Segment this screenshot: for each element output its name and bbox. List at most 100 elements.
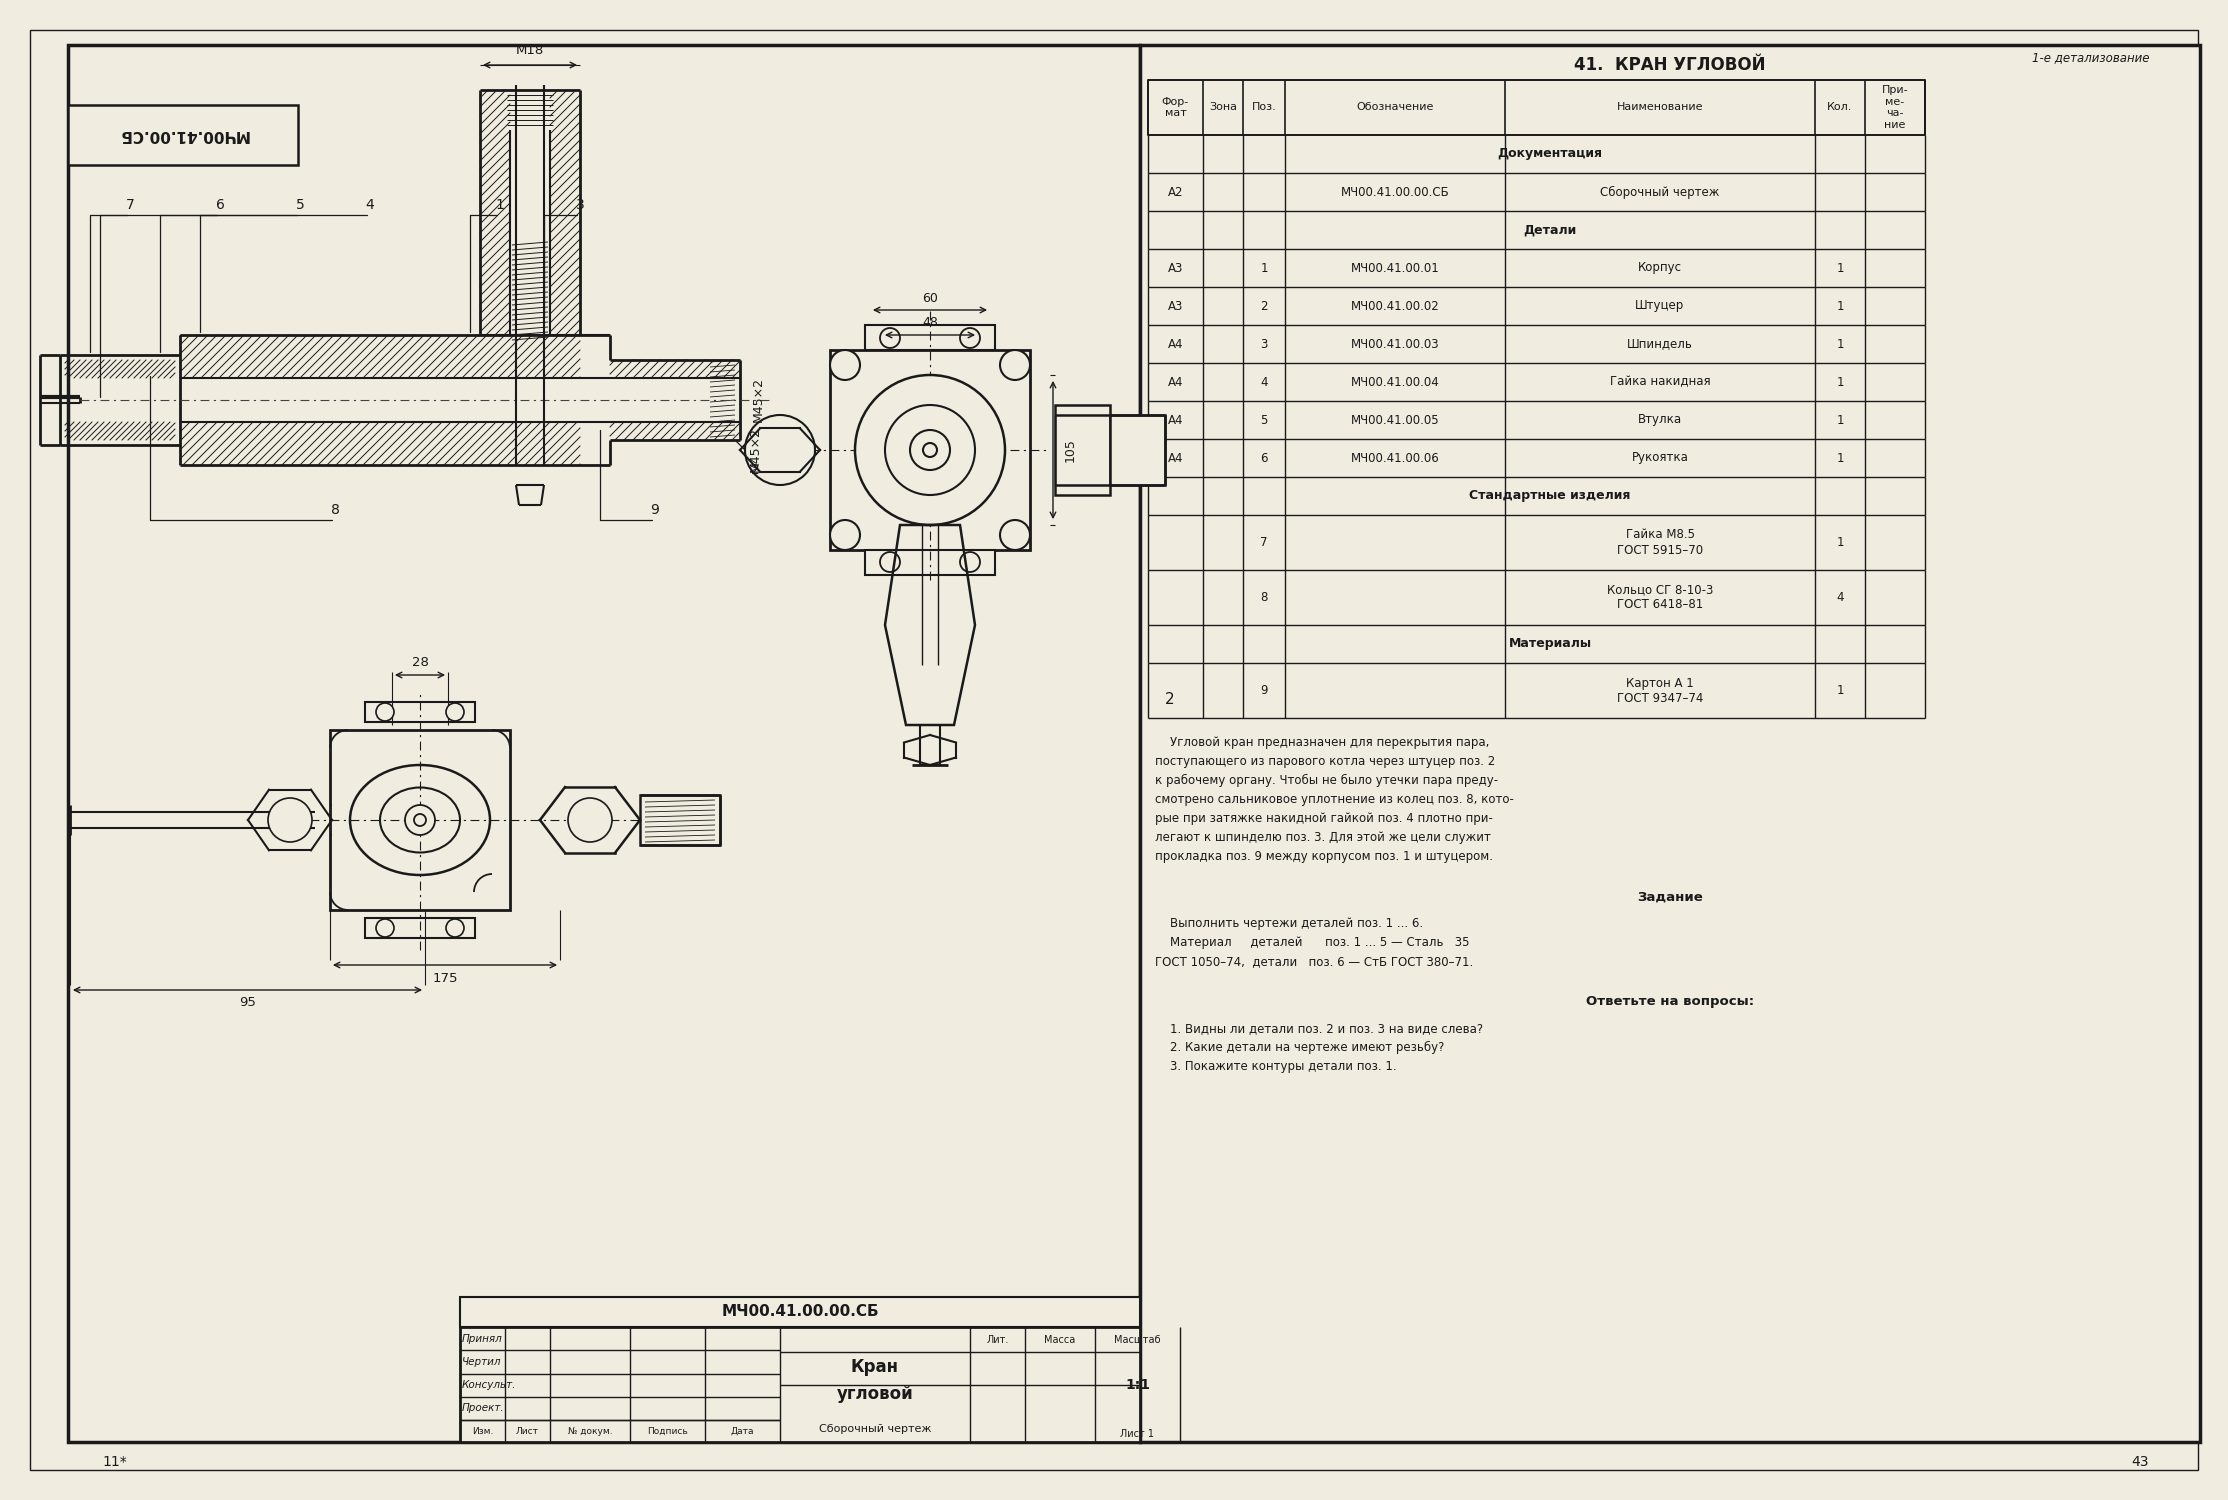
Text: 11*: 11*: [102, 1455, 127, 1468]
Text: Угловой кран предназначен для перекрытия пара,: Угловой кран предназначен для перекрытия…: [1154, 736, 1488, 748]
Circle shape: [267, 798, 312, 842]
Text: МЧ00.41.00.04: МЧ00.41.00.04: [1350, 375, 1439, 388]
Text: Дата: Дата: [731, 1426, 755, 1436]
Circle shape: [405, 806, 434, 836]
Text: Втулка: Втулка: [1638, 414, 1682, 426]
Text: Кольцо СГ 8-10-3
ГОСТ 6418–81: Кольцо СГ 8-10-3 ГОСТ 6418–81: [1606, 584, 1713, 612]
Text: к рабочему органу. Чтобы не было утечки пара преду-: к рабочему органу. Чтобы не было утечки …: [1154, 774, 1497, 788]
Text: Подпись: Подпись: [646, 1426, 688, 1436]
Bar: [610, 422, 740, 440]
Text: Принял: Принял: [461, 1334, 504, 1344]
Text: Картон А 1
ГОСТ 9347–74: Картон А 1 ГОСТ 9347–74: [1618, 676, 1702, 705]
Text: 1: 1: [1836, 452, 1845, 465]
Circle shape: [922, 442, 938, 458]
Text: легают к шпинделю поз. 3. Для этой же цели служит: легают к шпинделю поз. 3. Для этой же це…: [1154, 831, 1491, 844]
Text: 9: 9: [651, 503, 659, 518]
Text: А3: А3: [1167, 300, 1183, 312]
Text: Чертил: Чертил: [461, 1358, 501, 1366]
Bar: [864, 550, 996, 574]
Text: МЧ00.41.00.СБ: МЧ00.41.00.СБ: [118, 128, 247, 142]
Text: Материал     деталей      поз. 1 ... 5 — Сталь   35: Материал деталей поз. 1 ... 5 — Сталь 35: [1154, 936, 1470, 950]
Bar: [1056, 405, 1110, 495]
Text: 4: 4: [365, 198, 374, 211]
Text: Стандартные изделия: Стандартные изделия: [1468, 489, 1631, 502]
Text: А4: А4: [1167, 375, 1183, 388]
Text: № докум.: № докум.: [568, 1426, 613, 1436]
Text: Материалы: Материалы: [1508, 638, 1591, 651]
Text: МЧ00.41.00.00.СБ: МЧ00.41.00.00.СБ: [722, 1305, 878, 1320]
Bar: [550, 90, 579, 334]
Bar: [459, 1298, 1141, 1328]
Text: 175: 175: [432, 972, 457, 984]
Text: 7: 7: [1261, 536, 1268, 549]
Text: 4: 4: [1836, 591, 1845, 604]
Text: М45×2: М45×2: [749, 427, 762, 472]
Text: 3. Покажите контуры детали поз. 1.: 3. Покажите контуры детали поз. 1.: [1154, 1060, 1397, 1072]
Text: А3: А3: [1167, 261, 1183, 274]
Circle shape: [880, 552, 900, 572]
Text: Наименование: Наименование: [1618, 102, 1702, 112]
Text: смотрено сальниковое уплотнение из колец поз. 8, кото-: смотрено сальниковое уплотнение из колец…: [1154, 794, 1513, 806]
Bar: [1147, 80, 1925, 135]
Text: Масса: Масса: [1045, 1335, 1076, 1346]
Text: 1: 1: [1261, 261, 1268, 274]
Circle shape: [377, 920, 394, 938]
Text: Лит.: Лит.: [987, 1335, 1009, 1346]
Text: 8: 8: [330, 503, 339, 518]
Bar: [365, 702, 475, 721]
Circle shape: [446, 704, 463, 722]
Text: Зона: Зона: [1210, 102, 1237, 112]
Bar: [69, 105, 299, 165]
Text: Кран: Кран: [851, 1359, 900, 1377]
Text: Проект.: Проект.: [461, 1404, 504, 1413]
Text: 9: 9: [1261, 684, 1268, 698]
Text: 5: 5: [296, 198, 305, 211]
Bar: [639, 795, 720, 844]
Circle shape: [960, 328, 980, 348]
Text: 1: 1: [1836, 300, 1845, 312]
Text: 7: 7: [125, 198, 134, 211]
Bar: [479, 90, 510, 334]
Circle shape: [885, 405, 976, 495]
Text: 6: 6: [216, 198, 225, 211]
Text: А4: А4: [1167, 414, 1183, 426]
Text: Лист: Лист: [517, 1426, 539, 1436]
Circle shape: [880, 328, 900, 348]
Text: 28: 28: [412, 657, 428, 669]
Bar: [65, 360, 176, 378]
Bar: [180, 422, 579, 465]
Circle shape: [446, 920, 463, 938]
Text: 1: 1: [1836, 536, 1845, 549]
Text: Рукоятка: Рукоятка: [1631, 452, 1689, 465]
Bar: [330, 730, 510, 910]
Text: А2: А2: [1167, 186, 1183, 198]
Text: Обозначение: Обозначение: [1357, 102, 1433, 112]
Text: 1: 1: [1836, 684, 1845, 698]
Text: МЧ00.41.00.00.СБ: МЧ00.41.00.00.СБ: [1341, 186, 1450, 198]
Text: М18: М18: [517, 45, 544, 57]
Text: Штуцер: Штуцер: [1635, 300, 1684, 312]
Text: 1: 1: [1836, 261, 1845, 274]
Bar: [65, 422, 176, 440]
Circle shape: [909, 430, 949, 470]
Text: 1-е детализование: 1-е детализование: [2032, 51, 2150, 64]
Text: МЧ00.41.00.06: МЧ00.41.00.06: [1350, 452, 1439, 465]
Text: А4: А4: [1167, 338, 1183, 351]
Text: 2: 2: [1165, 693, 1174, 708]
Text: 5: 5: [1261, 414, 1268, 426]
Text: Сборочный чертеж: Сборочный чертеж: [818, 1424, 931, 1434]
Text: 1: 1: [1836, 375, 1845, 388]
Text: Документация: Документация: [1497, 147, 1602, 160]
Text: Консульт.: Консульт.: [461, 1380, 517, 1390]
Text: Ответьте на вопросы:: Ответьте на вопросы:: [1586, 996, 1753, 1008]
Text: 105: 105: [1063, 438, 1076, 462]
Bar: [1141, 45, 2199, 1442]
Text: А4: А4: [1167, 452, 1183, 465]
Text: Гайка накидная: Гайка накидная: [1609, 375, 1711, 388]
Text: поступающего из парового котла через штуцер поз. 2: поступающего из парового котла через шту…: [1154, 754, 1495, 768]
Text: Выполнить чертежи деталей поз. 1 ... 6.: Выполнить чертежи деталей поз. 1 ... 6.: [1154, 916, 1424, 930]
Text: угловой: угловой: [838, 1384, 913, 1402]
Text: 1. Видны ли детали поз. 2 и поз. 3 на виде слева?: 1. Видны ли детали поз. 2 и поз. 3 на ви…: [1154, 1022, 1484, 1035]
Bar: [69, 45, 1141, 1442]
Text: ГОСТ 1050–74,  детали   поз. 6 — СтБ ГОСТ 380–71.: ГОСТ 1050–74, детали поз. 6 — СтБ ГОСТ 3…: [1154, 956, 1473, 968]
